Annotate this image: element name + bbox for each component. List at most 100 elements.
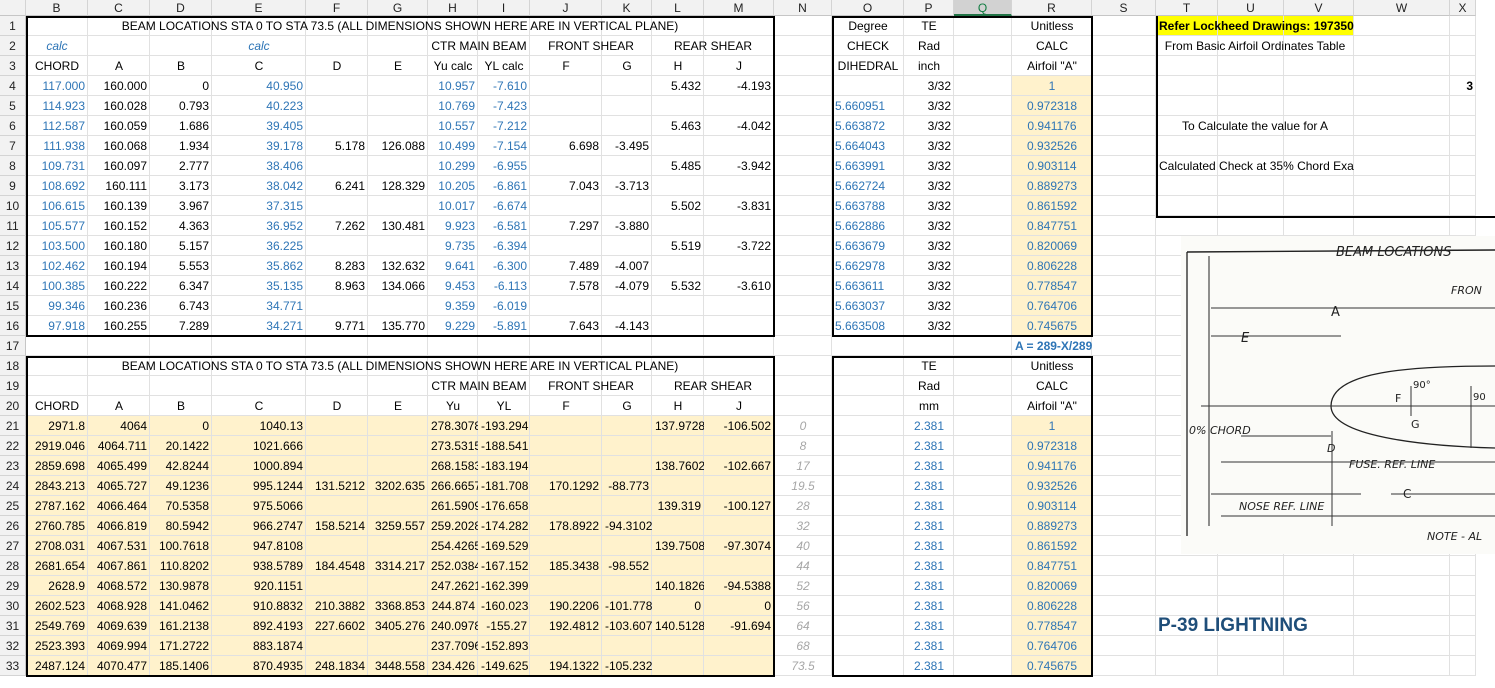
data-cell[interactable]: 132.632	[381, 259, 425, 273]
data-cell[interactable]: 3/32	[927, 139, 951, 153]
column-header-l[interactable]: L	[652, 0, 704, 16]
data-cell[interactable]: 185.3438	[548, 559, 599, 573]
column-header-t[interactable]: T	[1156, 0, 1218, 16]
group-header-main[interactable]: CTR MAIN BEAM	[431, 39, 527, 53]
table-title[interactable]: BEAM LOCATIONS STA 0 TO STA 73.5 (ALL DI…	[121, 19, 679, 33]
data-cell[interactable]: 160.028	[103, 99, 147, 113]
station-cell[interactable]: 32	[796, 519, 810, 533]
group-header-rear[interactable]: REAR SHEAR	[673, 379, 753, 393]
data-cell[interactable]: -149.625	[481, 659, 529, 673]
data-cell[interactable]: 35.862	[266, 259, 303, 273]
data-cell[interactable]: 4069.994	[96, 639, 147, 653]
column-label[interactable]: A	[114, 399, 123, 413]
row-header[interactable]: 7	[0, 136, 26, 156]
row-header[interactable]: 15	[0, 296, 26, 316]
data-cell[interactable]: 227.6602	[314, 619, 365, 633]
data-cell[interactable]: 1021.666	[252, 439, 303, 453]
data-cell[interactable]: 5.663508	[835, 319, 886, 333]
check-note[interactable]: Calculated Check at 35% Chord Example:	[1159, 159, 1354, 173]
data-cell[interactable]: 37.315	[266, 199, 303, 213]
data-cell[interactable]: -160.023	[481, 599, 529, 613]
data-cell[interactable]: 141.0462	[158, 599, 209, 613]
data-cell[interactable]: 7.289	[178, 319, 209, 333]
data-cell[interactable]: 138.7602	[655, 459, 704, 473]
data-cell[interactable]: 160.180	[103, 239, 147, 253]
data-cell[interactable]: -3.831	[736, 199, 771, 213]
data-cell[interactable]: 10.499	[438, 139, 475, 153]
data-cell[interactable]: 139.319	[657, 499, 701, 513]
column-header-w[interactable]: W	[1354, 0, 1450, 16]
station-cell[interactable]: 0	[799, 419, 807, 433]
data-cell[interactable]: 3/32	[927, 119, 951, 133]
data-cell[interactable]: 2.381	[913, 459, 945, 473]
data-cell[interactable]: -94.3102	[605, 519, 652, 533]
data-cell[interactable]: 160.222	[103, 279, 147, 293]
data-cell[interactable]: 254.4265	[431, 539, 478, 553]
row-header[interactable]: 13	[0, 256, 26, 276]
data-cell[interactable]: 10.957	[438, 79, 475, 93]
column-label[interactable]: inch	[917, 59, 940, 73]
data-cell[interactable]: 3/32	[927, 79, 951, 93]
group-header-rear[interactable]: REAR SHEAR	[673, 39, 753, 53]
data-cell[interactable]: -4.143	[614, 319, 649, 333]
column-label[interactable]: CHECK	[846, 39, 889, 53]
data-cell[interactable]: 160.111	[105, 179, 147, 193]
data-cell[interactable]: 4070.477	[96, 659, 147, 673]
data-cell[interactable]: 261.5909	[431, 499, 478, 513]
data-cell[interactable]: 40.223	[266, 99, 303, 113]
station-cell[interactable]: 68	[796, 639, 810, 653]
data-cell[interactable]: -167.152	[481, 559, 529, 573]
data-cell[interactable]: 4066.464	[96, 499, 147, 513]
data-cell[interactable]: 10.769	[438, 99, 475, 113]
data-cell[interactable]: 36.952	[266, 219, 303, 233]
data-cell[interactable]: 4068.928	[96, 599, 147, 613]
column-header-m[interactable]: M	[704, 0, 774, 16]
data-cell[interactable]: -4.079	[614, 279, 649, 293]
station-cell[interactable]: 56	[796, 599, 810, 613]
data-cell[interactable]: 3448.558	[374, 659, 425, 673]
row-header[interactable]: 6	[0, 116, 26, 136]
data-cell[interactable]: 140.5128	[655, 619, 704, 633]
data-cell[interactable]: 42.8244	[165, 459, 209, 473]
column-label[interactable]: Yu	[445, 399, 460, 413]
data-cell[interactable]: 5.660951	[835, 99, 886, 113]
column-label[interactable]: CHORD	[35, 399, 79, 413]
data-cell[interactable]: 5.663611	[835, 279, 885, 293]
row-header[interactable]: 21	[0, 416, 26, 436]
calc-label[interactable]: calc	[248, 39, 270, 53]
data-cell[interactable]: 3/32	[927, 199, 951, 213]
data-cell[interactable]: 161.2138	[158, 619, 209, 633]
data-cell[interactable]: 910.8832	[252, 599, 303, 613]
column-header-b[interactable]: B	[26, 0, 88, 16]
data-cell[interactable]: 5.502	[670, 199, 701, 213]
data-cell[interactable]: 5.157	[178, 239, 209, 253]
data-cell[interactable]: 160.255	[103, 319, 147, 333]
data-cell[interactable]: 2787.162	[34, 499, 85, 513]
column-label[interactable]: TE	[921, 359, 937, 373]
column-label[interactable]: J	[736, 399, 742, 413]
data-cell[interactable]: 2.381	[913, 419, 945, 433]
data-cell[interactable]: -100.127	[723, 499, 771, 513]
data-cell[interactable]: 190.2206	[548, 599, 599, 613]
data-cell[interactable]: 247.2621	[431, 579, 478, 593]
data-cell[interactable]: 102.462	[41, 259, 85, 273]
data-cell[interactable]: 0	[202, 79, 209, 93]
data-cell[interactable]: 110.8202	[159, 559, 209, 573]
data-cell[interactable]: 3202.635	[374, 479, 425, 493]
data-cell[interactable]: 6.347	[178, 279, 209, 293]
data-cell[interactable]: 0.764706	[1026, 299, 1078, 313]
data-cell[interactable]: 0.778547	[1026, 619, 1078, 633]
data-cell[interactable]: -102.667	[723, 459, 771, 473]
data-cell[interactable]: 8.963	[334, 279, 365, 293]
column-header-e[interactable]: E	[212, 0, 306, 16]
column-label[interactable]: Degree	[848, 19, 888, 33]
column-label[interactable]: DIHEDRAL	[837, 59, 899, 73]
data-cell[interactable]: -6.674	[492, 199, 527, 213]
column-label[interactable]: D	[332, 399, 342, 413]
data-cell[interactable]: -105.232	[605, 659, 652, 673]
data-cell[interactable]: 137.9728	[655, 419, 704, 433]
data-cell[interactable]: 160.059	[103, 119, 147, 133]
data-cell[interactable]: 7.489	[568, 259, 599, 273]
row-header[interactable]: 29	[0, 576, 26, 596]
data-cell[interactable]: 6.743	[178, 299, 209, 313]
